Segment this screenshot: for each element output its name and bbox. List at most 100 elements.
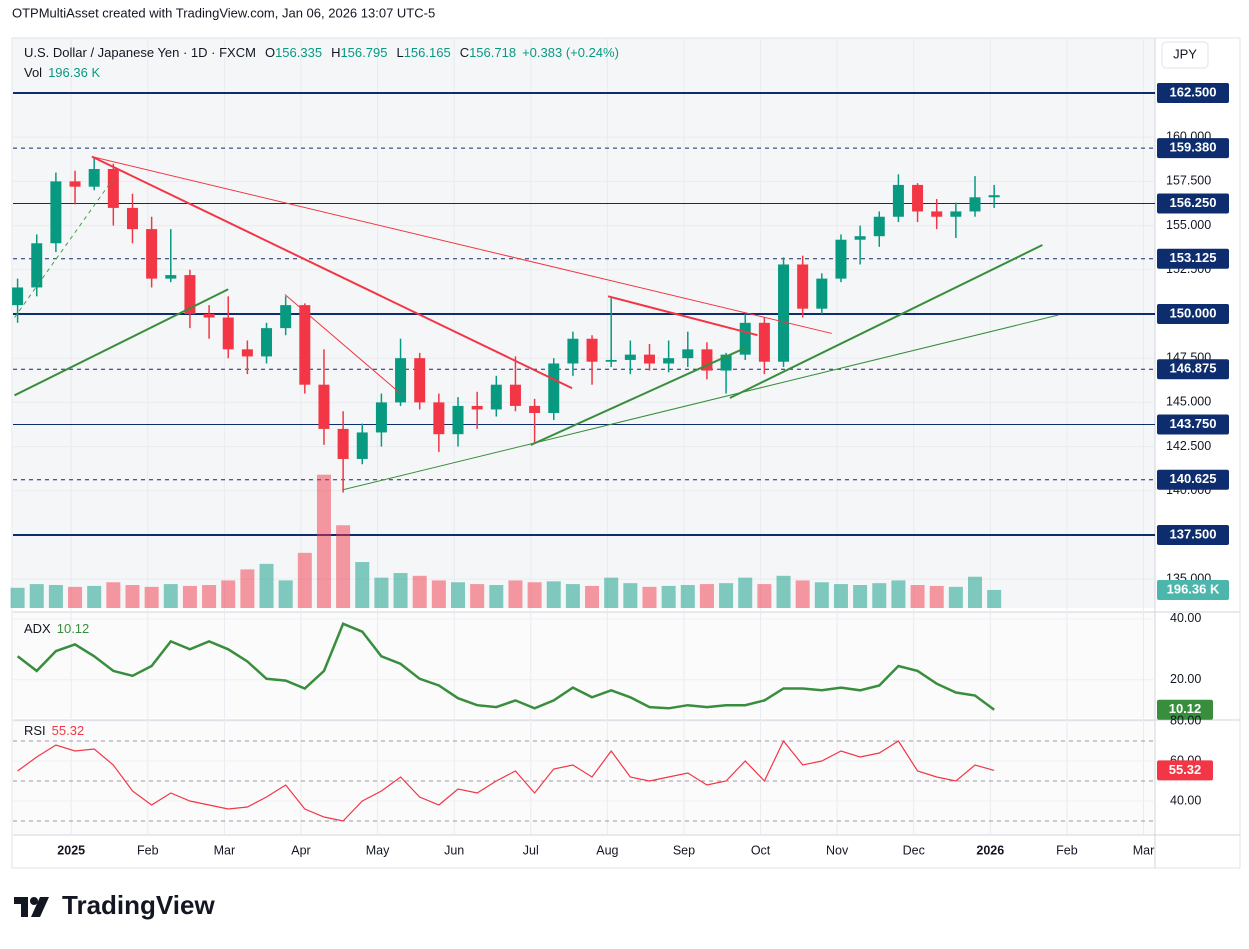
candle-body <box>261 328 273 357</box>
candle-body <box>720 354 732 371</box>
y-tick-label: 145.000 <box>1166 395 1211 409</box>
candle-body <box>586 338 598 362</box>
level-badge <box>1157 82 1229 103</box>
indicator-badge-value: 10.12 <box>1169 701 1202 716</box>
level-badge-label: 140.625 <box>1170 471 1217 486</box>
candle-body <box>356 432 368 459</box>
volume-bar <box>355 562 370 608</box>
candle-body <box>107 169 119 208</box>
level-badge-label: 150.000 <box>1170 305 1217 320</box>
volume-bar <box>182 585 197 608</box>
volume-bar <box>221 580 236 608</box>
candle-body <box>299 305 311 385</box>
indicator-badge <box>1157 699 1213 720</box>
candle-body <box>146 229 158 279</box>
trendline <box>284 294 401 394</box>
candle-body <box>529 405 541 413</box>
volume-bar <box>546 581 561 608</box>
volume-bar <box>719 583 734 608</box>
candle-body <box>912 184 924 212</box>
candle-body <box>969 197 981 212</box>
level-badge-label: 159.380 <box>1170 140 1217 155</box>
candle-body <box>509 384 521 406</box>
trendline <box>342 314 1059 491</box>
volume-bar <box>412 575 427 608</box>
ohlc-key: L <box>396 45 403 60</box>
rsi-pane <box>13 720 1155 835</box>
candle-body <box>605 359 617 362</box>
volume-bar <box>853 585 868 608</box>
candle-body <box>797 264 809 309</box>
volume-bar <box>833 584 848 608</box>
candle-body <box>31 243 43 288</box>
candle-body <box>835 239 847 279</box>
volume-bar <box>738 577 753 608</box>
volume-bar <box>872 583 887 608</box>
currency-box <box>1161 41 1209 69</box>
volume-bar <box>661 585 676 608</box>
volume-bar <box>297 552 312 608</box>
volume-bar <box>144 586 159 608</box>
indicator-legend-value: 10.12 <box>57 621 90 636</box>
candle-body <box>548 363 560 413</box>
level-badge <box>1157 524 1229 545</box>
volume-bar <box>795 580 810 608</box>
x-tick-label: May <box>366 843 390 857</box>
volume-bar <box>10 587 25 608</box>
x-tick-label: 2025 <box>57 843 85 857</box>
indicator-tick-label: 40.00 <box>1170 611 1201 625</box>
volume-bar <box>680 585 695 608</box>
symbol-title: U.S. Dollar / Japanese Yen · 1D · FXCM <box>24 45 256 60</box>
plot: 2025 Feb Mar Apr May Jun Jul Aug Sep Oct Nov Dec 202… <box>10 38 1229 857</box>
volume-bar <box>259 563 274 608</box>
x-tick-label: Nov <box>826 843 849 857</box>
candle-body <box>452 405 464 435</box>
volume-bar <box>814 582 829 608</box>
price-pane <box>13 38 1155 608</box>
candle-body <box>203 313 215 318</box>
ohlc-value: 156.165 <box>404 45 451 60</box>
volume-badge-label: 196.36 K <box>1167 581 1220 596</box>
candle-body <box>375 402 387 433</box>
trendline <box>91 155 573 390</box>
volume-name: Vol <box>24 65 42 80</box>
y-tick-label: 155.000 <box>1166 218 1211 232</box>
candle-body <box>395 358 407 403</box>
x-tick-label: Mar <box>1133 843 1155 857</box>
volume-bar <box>431 580 446 608</box>
candle-body <box>471 405 483 410</box>
volume-bar <box>240 569 255 608</box>
indicator-tick-label: 40.00 <box>1170 793 1201 807</box>
indicator-legend: RSI 55.32 <box>24 723 84 738</box>
candle-body <box>682 349 694 359</box>
price-change: +0.383 (+0.24%) <box>522 45 619 60</box>
indicator-line <box>17 739 995 822</box>
level-badge-label: 146.875 <box>1170 361 1217 376</box>
ohlc-value: 156.718 <box>469 45 516 60</box>
candle-body <box>69 181 81 187</box>
candle-body <box>337 428 349 459</box>
candle-body <box>988 195 1000 198</box>
level-badge <box>1157 248 1229 269</box>
indicator-legend-value: 55.32 <box>52 723 85 738</box>
volume-bar <box>29 584 44 608</box>
volume-badge <box>1157 579 1229 600</box>
volume-bar <box>125 585 140 608</box>
ohlc-key: C <box>460 45 469 60</box>
level-badge <box>1157 193 1229 214</box>
level-badge <box>1157 359 1229 380</box>
candle-body <box>567 338 579 364</box>
candle-body <box>873 216 885 237</box>
volume-bar <box>48 585 63 608</box>
volume-legend-value: 196.36 K <box>48 65 100 80</box>
x-tick-label: Jul <box>523 843 539 857</box>
candle-body <box>778 264 790 362</box>
x-tick-label: Feb <box>1056 843 1078 857</box>
volume-bar <box>891 580 906 608</box>
volume-bar <box>699 584 714 608</box>
trendline <box>530 347 746 446</box>
adx-pane <box>13 612 1155 718</box>
volume-bar <box>68 586 83 608</box>
x-tick-label: Jun <box>444 843 464 857</box>
candle-body <box>892 184 904 217</box>
